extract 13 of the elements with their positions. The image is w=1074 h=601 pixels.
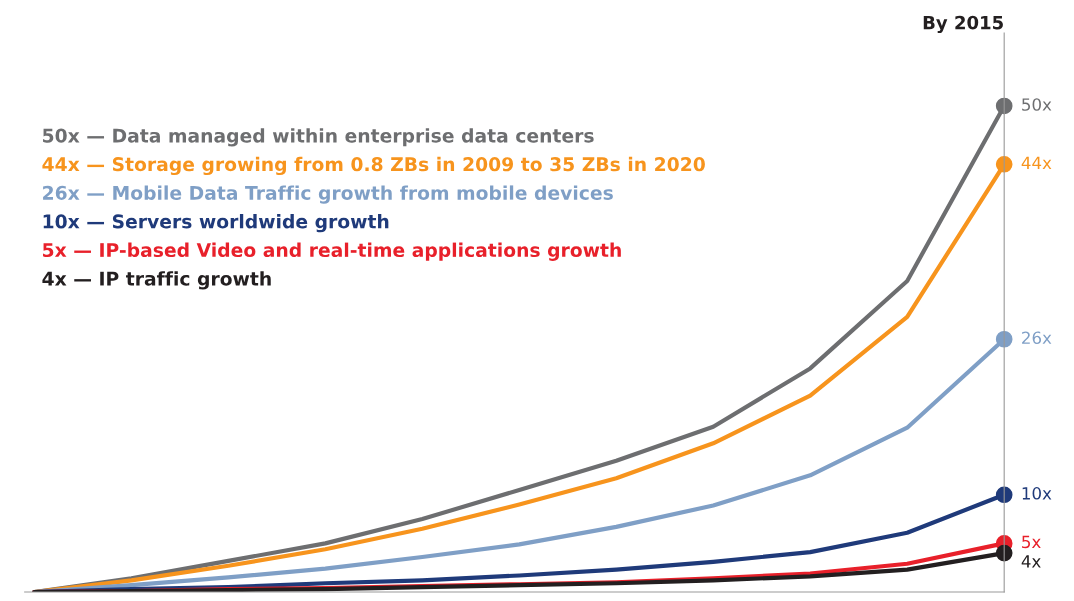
data-label: 50x	[1022, 98, 1052, 111]
data-label: 44x	[1021, 156, 1052, 169]
data-label: 26x	[1022, 331, 1052, 345]
text: 4x — IP traffic growth	[42, 271, 271, 290]
text: 50x — Data managed within enterprise data centers	[43, 128, 594, 147]
text: By 2015	[923, 15, 1003, 34]
data-label: 4x	[1021, 555, 1041, 568]
data-label: 10x	[1022, 487, 1052, 500]
text: 44x — Storage growing from 0.8 ZBs in 2009 to 35 ZBs in 2020	[42, 156, 705, 176]
text: 26x — Mobile Data Traffic growth from mobile devices	[43, 185, 613, 204]
text: 10x — Servers worldwide growth	[43, 214, 389, 233]
data-label: 5x	[1022, 535, 1041, 549]
text: 5x — IP-based Video and real-time applications growth	[43, 242, 621, 261]
